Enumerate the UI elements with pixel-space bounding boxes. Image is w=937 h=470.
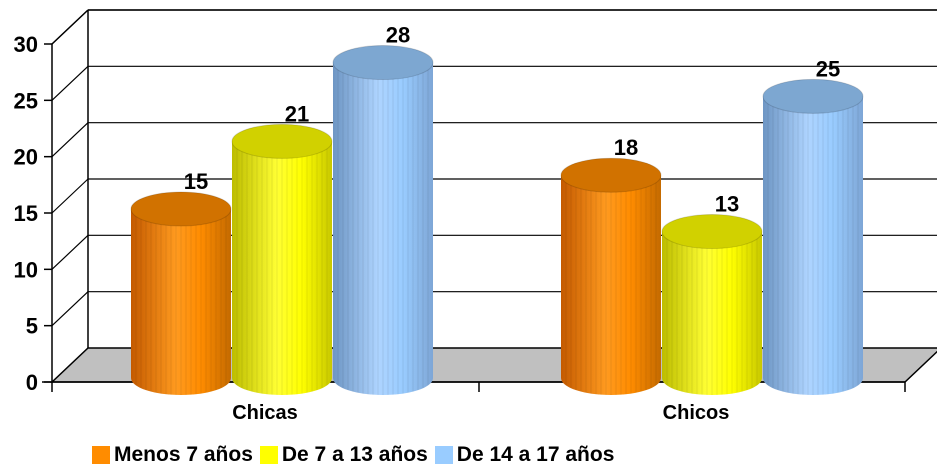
legend-label: De 7 a 13 años [281, 443, 428, 466]
legend-item-14-17: De 14 a 17 años [434, 443, 615, 467]
legend-swatch [434, 446, 453, 464]
bar: 13 [661, 192, 763, 395]
legend-item-7-13: De 7 a 13 años [259, 443, 428, 467]
legend-item-menos-7: Menos 7 años [92, 443, 253, 467]
data-label: 21 [285, 101, 309, 126]
bar-chart: 0 5 10 15 20 25 30 15 21 28 18 13 25 Chicas Chicos [14, 9, 937, 424]
gridline-side [51, 65, 89, 101]
y-tick-label: 30 [14, 32, 38, 57]
bar-top [661, 214, 763, 250]
bar: 25 [762, 56, 864, 395]
bar-top-shade [763, 79, 863, 114]
data-label: 15 [184, 169, 208, 194]
y-tick-label: 20 [14, 145, 38, 170]
legend-label: Menos 7 años [114, 443, 253, 466]
y-tick-label: 5 [26, 314, 38, 339]
bars: 15 21 28 18 13 25 [130, 23, 864, 396]
bar-top-shade [333, 45, 433, 80]
data-label: 28 [386, 23, 410, 48]
bar-top [560, 157, 662, 193]
bar-body [763, 96, 863, 395]
gridline-side [51, 234, 89, 270]
bar-body [131, 209, 231, 395]
bar: 21 [231, 101, 333, 395]
bar-top-shade [232, 124, 332, 159]
gridline-side [51, 9, 89, 45]
gridline-side [51, 291, 89, 327]
category-label: Chicos [663, 402, 730, 424]
legend: Menos 7 años De 7 a 13 años De 14 a 17 a… [92, 443, 621, 467]
legend-swatch [92, 446, 110, 464]
bar: 15 [130, 169, 232, 395]
bar-top [762, 78, 864, 114]
data-label: 18 [614, 135, 638, 160]
bar: 28 [332, 23, 434, 396]
bar-body [662, 231, 762, 395]
y-axis-ticks: 0 5 10 15 20 25 30 [14, 32, 52, 395]
bar-top [231, 123, 333, 159]
category-label: Chicas [232, 402, 298, 424]
y-tick-label: 15 [14, 201, 38, 226]
bar-top [130, 191, 232, 227]
bar-top-shade [131, 192, 231, 226]
bar-body [333, 62, 433, 396]
bar-top-shade [662, 214, 762, 249]
data-label: 13 [715, 192, 739, 217]
legend-swatch [259, 446, 278, 464]
bar-top-shade [561, 158, 661, 193]
bar-body [561, 175, 661, 395]
gridline-side [51, 178, 89, 214]
x-axis-labels: Chicas Chicos [232, 402, 729, 424]
y-tick-label: 10 [14, 257, 38, 282]
bar: 18 [560, 135, 662, 395]
bar-body [232, 141, 332, 395]
bar-top [332, 45, 434, 81]
data-label: 25 [816, 56, 840, 81]
legend-label: De 14 a 17 años [456, 443, 615, 466]
gridline-side [51, 122, 89, 158]
y-tick-label: 25 [14, 88, 38, 113]
y-tick-label: 0 [26, 370, 38, 395]
